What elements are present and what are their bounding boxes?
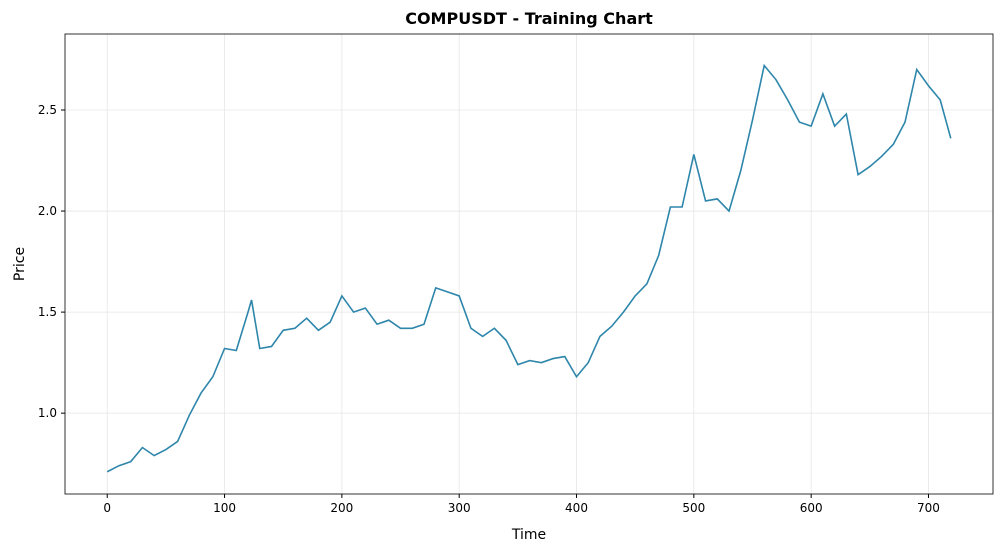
x-tick-label: 500 (682, 501, 705, 515)
y-tick-label: 2.5 (38, 103, 57, 117)
y-axis-label: Price (12, 247, 28, 281)
x-tick-label: 700 (917, 501, 940, 515)
x-axis-label: Time (511, 527, 546, 543)
x-tick-label: 400 (565, 501, 588, 515)
y-tick-label: 1.5 (38, 305, 57, 319)
y-tick-label: 1.0 (38, 406, 57, 420)
chart-title: COMPUSDT - Training Chart (405, 9, 653, 28)
x-tick-label: 600 (800, 501, 823, 515)
x-tick-label: 300 (448, 501, 471, 515)
y-tick-label: 2.0 (38, 204, 57, 218)
price-line (106, 63, 952, 473)
x-tick-label: 200 (330, 501, 353, 515)
x-tick-label: 100 (213, 501, 236, 515)
x-tick-label: 0 (103, 501, 111, 515)
plot-frame (64, 33, 994, 495)
